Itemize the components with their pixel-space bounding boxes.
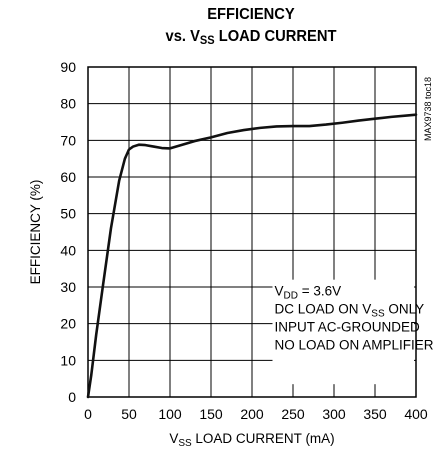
efficiency-line xyxy=(86,113,418,399)
annotation-line: INPUT AC-GROUNDED xyxy=(275,320,421,335)
y-tick-label: 50 xyxy=(60,206,76,222)
chart-title-line2: vs. VSS LOAD CURRENT xyxy=(103,28,399,46)
annotation-box xyxy=(272,279,414,385)
x-tick-label: 300 xyxy=(322,406,346,422)
annotation-line: VDD = 3.6V xyxy=(275,284,342,302)
y-tick-label: 10 xyxy=(60,352,76,368)
x-tick-label: 400 xyxy=(404,406,428,422)
y-tick-label: 0 xyxy=(68,389,76,405)
y-tick-label: 90 xyxy=(60,59,76,75)
annotation-line: DC LOAD ON VSS ONLY xyxy=(275,302,425,320)
x-axis-label: VSS LOAD CURRENT (mA) xyxy=(169,431,334,449)
title-line2-post: LOAD CURRENT xyxy=(214,28,337,45)
x-tick-label: 250 xyxy=(281,406,305,422)
y-tick-label: 60 xyxy=(60,169,76,185)
y-tick-label: 70 xyxy=(60,132,76,148)
annotation-line: NO LOAD ON AMPLIFIER xyxy=(275,338,434,353)
y-tick-label: 20 xyxy=(60,316,76,332)
x-tick-label: 0 xyxy=(84,406,92,422)
title-line2-sub: SS xyxy=(199,33,215,47)
x-tick-label: 100 xyxy=(158,406,182,422)
x-tick-label: 50 xyxy=(121,406,137,422)
y-tick-label: 30 xyxy=(60,279,76,295)
y-tick-label: 80 xyxy=(60,96,76,112)
x-tick-label: 350 xyxy=(363,406,387,422)
chart-code-label: MAX9738 toc18 xyxy=(423,77,433,141)
x-tick-label: 200 xyxy=(240,406,264,422)
chart-title-line1: EFFICIENCY xyxy=(207,6,295,23)
x-tick-label: 150 xyxy=(199,406,223,422)
title-line2-pre: vs. V xyxy=(165,28,200,45)
y-tick-label: 40 xyxy=(60,242,76,258)
y-axis-label: EFFICIENCY (%) xyxy=(28,180,43,285)
plot-frame xyxy=(87,66,417,398)
